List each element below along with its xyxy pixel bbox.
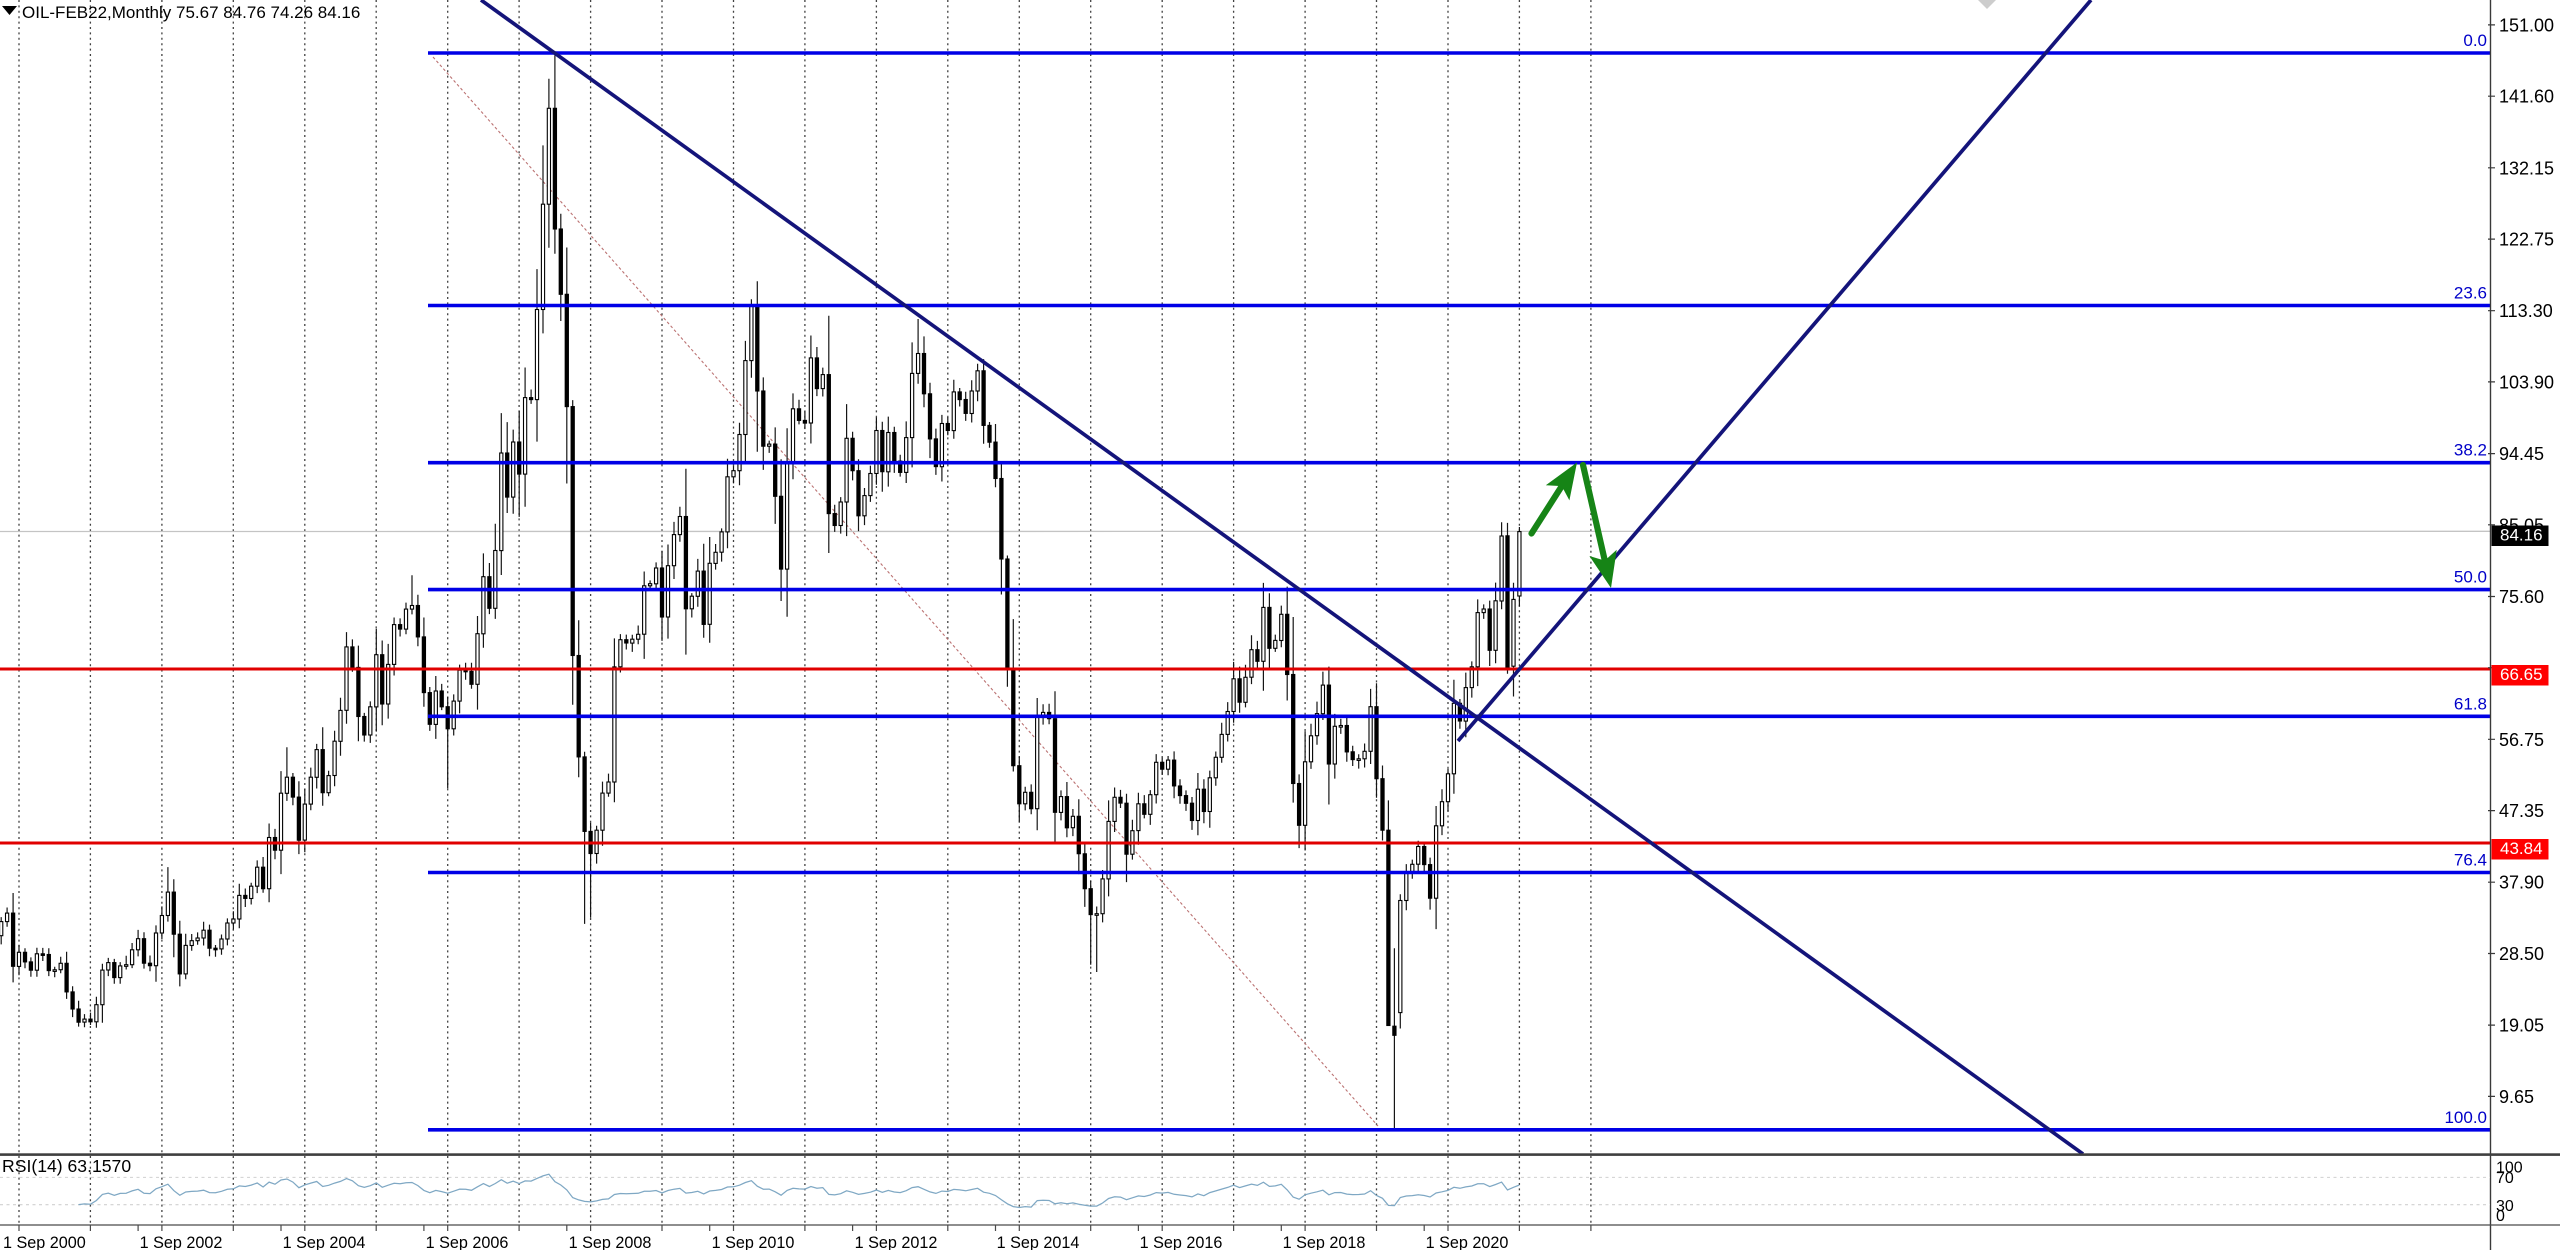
svg-text:OIL-FEB22,Monthly 75.67 84.76: OIL-FEB22,Monthly 75.67 84.76 74.26 84.1…	[22, 3, 360, 22]
svg-text:70: 70	[2496, 1170, 2514, 1187]
svg-text:47.35: 47.35	[2499, 801, 2544, 821]
svg-text:50.0: 50.0	[2454, 568, 2487, 587]
svg-text:132.15: 132.15	[2499, 158, 2554, 178]
svg-text:1 Sep 2020: 1 Sep 2020	[1426, 1234, 1509, 1250]
svg-text:122.75: 122.75	[2499, 230, 2554, 250]
svg-text:1 Sep 2010: 1 Sep 2010	[712, 1234, 795, 1250]
svg-text:0.0: 0.0	[2463, 31, 2487, 50]
svg-text:RSI(14) 63.1570: RSI(14) 63.1570	[2, 1156, 131, 1176]
svg-text:151.00: 151.00	[2499, 15, 2554, 35]
svg-text:1 Sep 2016: 1 Sep 2016	[1140, 1234, 1223, 1250]
svg-text:30: 30	[2496, 1198, 2514, 1215]
svg-text:1 Sep 2012: 1 Sep 2012	[855, 1234, 938, 1250]
svg-text:1 Sep 2006: 1 Sep 2006	[426, 1234, 509, 1250]
svg-text:94.45: 94.45	[2499, 444, 2544, 464]
svg-text:0: 0	[2496, 1208, 2505, 1225]
svg-text:23.6: 23.6	[2454, 284, 2487, 303]
svg-text:1 Sep 2002: 1 Sep 2002	[140, 1234, 223, 1250]
svg-text:113.30: 113.30	[2499, 301, 2553, 321]
svg-text:56.75: 56.75	[2499, 730, 2544, 750]
svg-text:100.0: 100.0	[2444, 1108, 2487, 1127]
svg-text:84.16: 84.16	[2500, 525, 2543, 544]
svg-text:38.2: 38.2	[2454, 441, 2487, 460]
svg-text:75.60: 75.60	[2499, 587, 2544, 607]
svg-text:1 Sep 2008: 1 Sep 2008	[569, 1234, 652, 1250]
svg-text:66.65: 66.65	[2500, 665, 2543, 684]
svg-text:76.4: 76.4	[2454, 851, 2487, 870]
svg-text:141.60: 141.60	[2499, 87, 2554, 107]
svg-text:1 Sep 2018: 1 Sep 2018	[1283, 1234, 1366, 1250]
svg-text:28.50: 28.50	[2499, 944, 2544, 964]
svg-text:9.65: 9.65	[2499, 1087, 2534, 1107]
svg-text:43.84: 43.84	[2500, 839, 2543, 858]
svg-text:61.8: 61.8	[2454, 694, 2487, 713]
svg-text:100: 100	[2496, 1159, 2523, 1176]
svg-text:37.90: 37.90	[2499, 873, 2544, 893]
svg-text:1 Sep 2004: 1 Sep 2004	[283, 1234, 366, 1250]
svg-text:19.05: 19.05	[2499, 1016, 2544, 1036]
svg-text:1 Sep 2000: 1 Sep 2000	[3, 1234, 86, 1250]
svg-text:1 Sep 2014: 1 Sep 2014	[997, 1234, 1080, 1250]
svg-text:103.90: 103.90	[2499, 372, 2554, 392]
